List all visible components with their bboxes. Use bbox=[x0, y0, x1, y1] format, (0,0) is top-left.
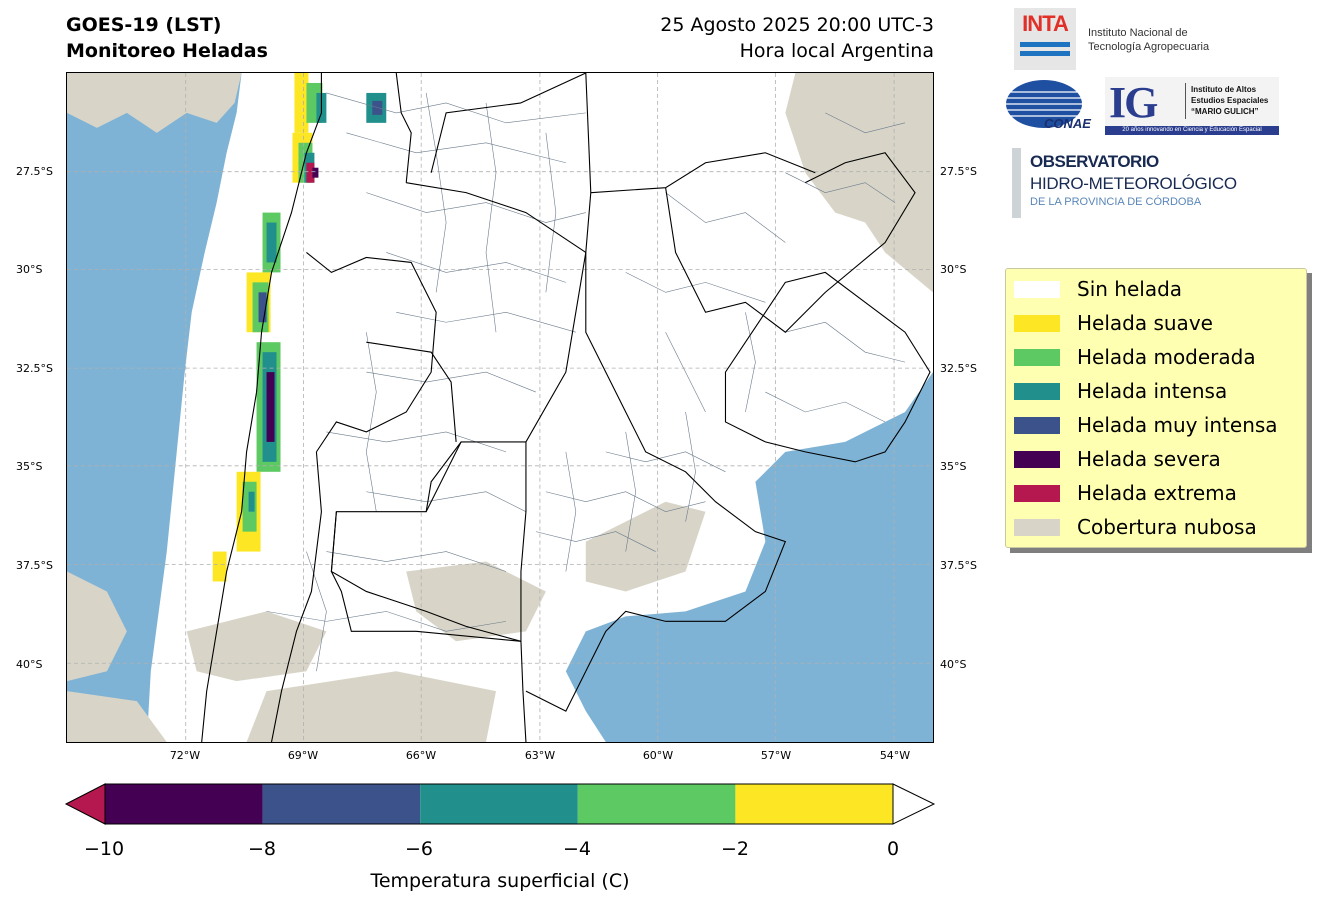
legend-label: Helada suave bbox=[1077, 311, 1213, 335]
legend-swatch bbox=[1014, 519, 1060, 536]
ig-divider bbox=[1185, 83, 1186, 119]
timezone-label: Hora local Argentina bbox=[739, 40, 934, 62]
lat-label-left: 40°S bbox=[16, 658, 43, 671]
cloud-patagonia-center bbox=[406, 561, 546, 642]
datetime-label: 25 Agosto 2025 20:00 UTC-3 bbox=[660, 14, 934, 36]
lat-label-left: 35°S bbox=[16, 460, 43, 473]
province-borders bbox=[201, 73, 931, 742]
cloud-patagonia-south bbox=[246, 671, 497, 742]
colorbar-bins bbox=[104, 783, 894, 825]
legend-label: Helada moderada bbox=[1077, 345, 1256, 369]
legend: Sin helada Helada suave Helada moderada … bbox=[1005, 268, 1307, 548]
colorbar-tick: −2 bbox=[720, 838, 749, 860]
inta-name-line1: Instituto Nacional de bbox=[1088, 27, 1188, 39]
lat-label-right: 27.5°S bbox=[940, 165, 977, 178]
cloud-pacific-north bbox=[67, 73, 242, 133]
ig-logo: IG Instituto de Altos Estudios Espaciale… bbox=[1105, 77, 1279, 135]
lon-label: 72°W bbox=[169, 749, 201, 762]
inta-logo-stripe bbox=[1020, 42, 1070, 47]
inta-logo-mark: INTA bbox=[1022, 11, 1069, 36]
ig-logo-mark: IG bbox=[1109, 78, 1158, 127]
colorbar-bin bbox=[105, 784, 263, 824]
lat-label-right: 30°S bbox=[940, 263, 967, 276]
colorbar-tick: −4 bbox=[562, 838, 591, 860]
lon-label: 69°W bbox=[287, 749, 319, 762]
conae-logo-text: CONAE bbox=[1044, 116, 1091, 131]
lat-label-left: 30°S bbox=[16, 263, 43, 276]
map-panel[interactable] bbox=[66, 72, 934, 743]
lon-label: 63°W bbox=[524, 749, 556, 762]
legend-swatch bbox=[1014, 315, 1060, 332]
map-canvas bbox=[67, 73, 933, 742]
ig-name: Instituto de Altos Estudios Espaciales “… bbox=[1191, 84, 1268, 117]
colorbar-bin bbox=[420, 784, 578, 824]
legend-label: Helada intensa bbox=[1077, 379, 1228, 403]
colorbar-tick: 0 bbox=[886, 838, 900, 860]
lat-label-right: 35°S bbox=[940, 460, 967, 473]
title-product: Monitoreo Heladas bbox=[66, 40, 268, 62]
legend-swatch bbox=[1014, 383, 1060, 400]
pacific-ocean bbox=[67, 73, 242, 742]
ig-name-line2: Estudios Espaciales bbox=[1191, 96, 1269, 105]
atlantic-ocean bbox=[565, 372, 933, 742]
colorbar-under-triangle bbox=[64, 783, 106, 825]
lat-label-right: 32.5°S bbox=[940, 362, 977, 375]
lon-label: 60°W bbox=[642, 749, 674, 762]
legend-label: Cobertura nubosa bbox=[1077, 515, 1257, 539]
conae-globe-icon bbox=[1006, 80, 1082, 128]
observatorio-logo-bar bbox=[1012, 148, 1021, 218]
colorbar-bin bbox=[577, 784, 736, 824]
map-title: GOES-19 (LST) Monitoreo Heladas bbox=[66, 12, 268, 64]
inta-name: Instituto Nacional de Tecnología Agropec… bbox=[1088, 26, 1209, 54]
colorbar-bin bbox=[735, 784, 893, 824]
map-datetime: 25 Agosto 2025 20:00 UTC-3 Hora local Ar… bbox=[560, 12, 934, 64]
graticule bbox=[67, 73, 933, 742]
legend-label: Helada extrema bbox=[1077, 481, 1237, 505]
cloud-pacific-south bbox=[67, 571, 127, 682]
ig-name-line1: Instituto de Altos bbox=[1191, 85, 1257, 94]
observatorio-province: DE LA PROVINCIA DE CÓRDOBA bbox=[1030, 196, 1202, 208]
legend-swatch bbox=[1014, 417, 1060, 434]
department-borders bbox=[266, 92, 906, 672]
lat-label-left: 37.5°S bbox=[16, 559, 53, 572]
legend-swatch bbox=[1014, 281, 1060, 298]
cloud-pacific-sw bbox=[67, 691, 167, 742]
lat-label-right: 40°S bbox=[940, 658, 967, 671]
lon-label: 66°W bbox=[405, 749, 437, 762]
legend-swatch bbox=[1014, 485, 1060, 502]
legend-label: Helada severa bbox=[1077, 447, 1221, 471]
ig-tagline: 20 años innovando en Ciencia y Educación… bbox=[1105, 126, 1279, 135]
lon-label: 54°W bbox=[879, 749, 911, 762]
lat-label-right: 37.5°S bbox=[940, 559, 977, 572]
colorbar-tick: −10 bbox=[83, 838, 125, 860]
colorbar bbox=[64, 783, 936, 825]
inta-logo: INTA bbox=[1014, 8, 1076, 70]
colorbar-tick: −8 bbox=[247, 838, 276, 860]
lon-label: 57°W bbox=[760, 749, 792, 762]
legend-label: Helada muy intensa bbox=[1077, 413, 1278, 437]
lat-label-left: 27.5°S bbox=[16, 165, 53, 178]
inta-logo-stripe bbox=[1020, 51, 1070, 56]
title-satellite: GOES-19 (LST) bbox=[66, 14, 222, 36]
cloud-northeast bbox=[785, 73, 933, 293]
colorbar-tick: −6 bbox=[404, 838, 433, 860]
lat-label-left: 32.5°S bbox=[16, 362, 53, 375]
colorbar-label: Temperatura superficial (C) bbox=[370, 870, 630, 892]
legend-swatch bbox=[1014, 349, 1060, 366]
ig-name-line3: “MARIO GULICH” bbox=[1191, 107, 1259, 116]
colorbar-over-triangle bbox=[892, 783, 936, 825]
legend-label: Sin helada bbox=[1077, 277, 1183, 301]
cloud-patagonia-west bbox=[186, 611, 327, 682]
legend-swatch bbox=[1014, 451, 1060, 468]
colorbar-bin bbox=[262, 784, 421, 824]
observatorio-subtitle: HIDRO-METEOROLÓGICO bbox=[1030, 174, 1237, 193]
observatorio-title: OBSERVATORIO bbox=[1030, 152, 1159, 171]
inta-name-line2: Tecnología Agropecuaria bbox=[1088, 41, 1210, 53]
